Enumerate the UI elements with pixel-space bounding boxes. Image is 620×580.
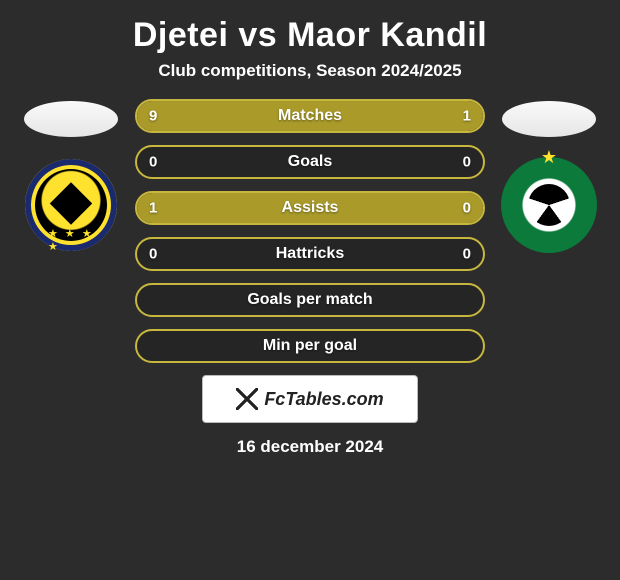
bar-label: Min per goal [263,337,357,355]
club-logo-right: ★ [501,157,597,253]
avatar-left [24,101,118,137]
page-subtitle: Club competitions, Season 2024/2025 [0,61,620,99]
brand-badge: FcTables.com [202,375,418,423]
bar-value-right: 0 [463,154,471,171]
stat-bar: Goals per match [135,283,485,317]
crest-haifa-icon: ★ [501,157,597,253]
stat-bar: 1 0 Assists [135,191,485,225]
player-right-column: ★ [499,99,599,253]
bar-label: Assists [282,199,339,217]
bar-value-right: 0 [463,200,471,217]
stat-bar: 0 0 Goals [135,145,485,179]
bar-label: Goals [288,153,332,171]
brand-icon [236,388,258,410]
comparison-container: ★ ★ ★ ★ 9 1 Matches 0 0 Goals 1 0 Assists 0 0 Hattr… [0,99,620,363]
bar-label: Goals per match [247,291,372,309]
stat-bars: 9 1 Matches 0 0 Goals 1 0 Assists 0 0 Hattricks Goal… [135,99,485,363]
crest-stars-icon: ★ ★ ★ ★ [48,227,94,253]
bar-label: Hattricks [276,245,344,263]
club-logo-left: ★ ★ ★ ★ [23,157,119,253]
bar-value-left: 9 [149,108,157,125]
stat-bar: Min per goal [135,329,485,363]
bar-value-left: 0 [149,154,157,171]
bar-value-left: 0 [149,246,157,263]
footer-date: 16 december 2024 [0,423,620,457]
page-title: Djetei vs Maor Kandil [0,0,620,61]
stat-bar: 9 1 Matches [135,99,485,133]
crest-netanya-icon: ★ ★ ★ ★ [25,159,117,251]
crest-star-icon: ★ [541,147,557,168]
bar-value-right: 0 [463,246,471,263]
avatar-right [502,101,596,137]
stat-bar: 0 0 Hattricks [135,237,485,271]
bar-label: Matches [278,107,342,125]
bar-value-right: 1 [463,108,471,125]
player-left-column: ★ ★ ★ ★ [21,99,121,253]
brand-text: FcTables.com [264,389,383,410]
bar-value-left: 1 [149,200,157,217]
